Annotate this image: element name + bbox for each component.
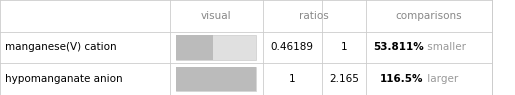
Bar	[176, 35, 213, 60]
Text: comparisons: comparisons	[396, 11, 462, 21]
Bar	[176, 35, 256, 60]
Text: 1: 1	[340, 42, 347, 53]
Text: smaller: smaller	[423, 42, 466, 53]
Text: ratios: ratios	[299, 11, 329, 21]
Text: 116.5%: 116.5%	[380, 74, 423, 84]
Text: 0.46189: 0.46189	[271, 42, 314, 53]
Text: hypomanganate anion: hypomanganate anion	[5, 74, 123, 84]
Bar	[176, 67, 256, 91]
Text: 53.811%: 53.811%	[373, 42, 423, 53]
Text: visual: visual	[201, 11, 232, 21]
Text: manganese(V) cation: manganese(V) cation	[5, 42, 117, 53]
Bar	[176, 67, 256, 91]
Text: 1: 1	[289, 74, 296, 84]
Text: 2.165: 2.165	[329, 74, 359, 84]
Text: larger: larger	[423, 74, 458, 84]
